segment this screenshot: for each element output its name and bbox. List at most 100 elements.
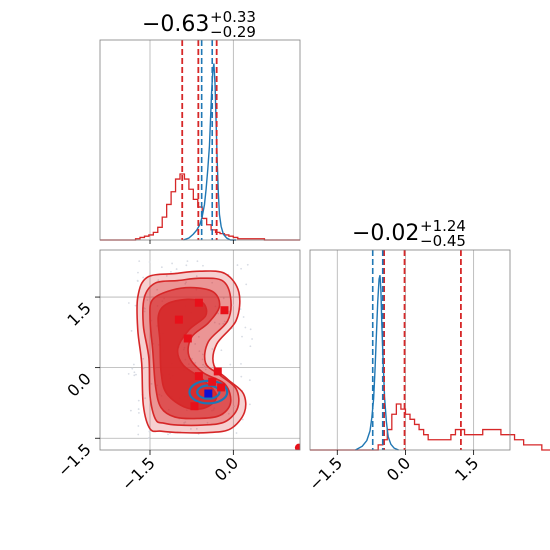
scatter-dot (194, 343, 197, 345)
param-b-title: −0.02 (352, 221, 419, 246)
scatter-dot (241, 335, 243, 338)
scatter-dot (136, 279, 139, 282)
red-sample-2 (174, 315, 183, 324)
scatter-dot (186, 260, 189, 263)
scatter-dot (143, 310, 146, 313)
param-b-xtick-label-0: −1.5 (305, 453, 346, 494)
scatter-dot (195, 427, 198, 430)
scatter-dot (197, 335, 200, 338)
scatter-dot (240, 267, 242, 270)
scatter-dot (240, 363, 242, 365)
scatter-dot (195, 275, 198, 278)
scatter-dot (175, 268, 178, 270)
scatter-dot (222, 297, 225, 300)
scatter-dot (142, 367, 145, 370)
scatter-dot (183, 421, 186, 424)
scatter-dot (127, 372, 130, 375)
param-b-frame (309, 249, 511, 451)
scatter-dot (222, 322, 225, 325)
scatter-dot (138, 412, 140, 414)
param-b-blue-density (355, 275, 399, 451)
scatter-dot (165, 275, 168, 277)
scatter-dot (131, 367, 134, 370)
scatter-dot (229, 363, 232, 366)
scatter-dot (203, 366, 206, 369)
scatter-dot (249, 345, 252, 348)
scatter-dot (185, 281, 187, 284)
scatter-dot (137, 408, 140, 410)
scatter-dot (148, 261, 151, 263)
scatter-dot (217, 312, 220, 315)
scatter-dot (242, 316, 245, 318)
param-a-median: −0.63 (142, 12, 209, 37)
scatter-dot (171, 262, 173, 265)
scatter-dot (241, 418, 244, 421)
scatter-dot (130, 329, 133, 332)
param-b-median: −0.02 (352, 221, 419, 246)
scatter-dot (191, 357, 193, 360)
scatter-dot (137, 271, 139, 274)
param-b-background (310, 250, 510, 450)
scatter-dot (211, 281, 214, 284)
param-b-xtick-label-2: 1.5 (451, 453, 482, 484)
param-b-plus: +1.24 (420, 217, 466, 235)
scatter-dot (150, 382, 153, 385)
scatter-dot (133, 371, 136, 374)
scatter-dot (132, 363, 135, 366)
scatter-dot (201, 353, 204, 356)
joint-xtick-label-0: −1.5 (118, 453, 159, 494)
scatter-dot (147, 437, 150, 439)
scatter-dot (240, 375, 243, 378)
scatter-dot (249, 328, 252, 331)
scatter-dot (244, 326, 247, 329)
scatter-dot (134, 304, 137, 307)
scatter-dot (220, 349, 223, 352)
param-a-marginal-panel (99, 39, 301, 241)
scatter-dot (137, 399, 140, 402)
scatter-dot (223, 320, 226, 323)
scatter-dot (133, 374, 136, 377)
scatter-dot (127, 302, 130, 304)
scatter-dot (196, 260, 199, 263)
scatter-dot (167, 433, 169, 436)
param-a-plus: +0.33 (210, 8, 256, 26)
scatter-dot (142, 276, 145, 279)
scatter-dot (137, 425, 140, 427)
param-a-background (100, 40, 300, 240)
scatter-dot (198, 350, 201, 353)
red-sample-5 (213, 367, 222, 376)
scatter-dot (204, 368, 207, 371)
scatter-dot (142, 357, 145, 360)
joint-ytick-label-2: 1.5 (63, 298, 94, 329)
red-sample-1 (220, 306, 229, 315)
red-sample-0 (194, 298, 203, 307)
red-sample-7 (217, 383, 226, 392)
scatter-dot (184, 282, 187, 285)
red-sample-3 (183, 334, 192, 343)
edge-sample (294, 443, 300, 450)
param-b-minus: −0.45 (420, 232, 466, 250)
red-sample-8 (190, 402, 199, 411)
scatter-dot (248, 379, 251, 382)
scatter-dot (246, 263, 249, 266)
scatter-dot (129, 409, 132, 412)
scatter-dot (235, 432, 238, 434)
scatter-dot (236, 264, 239, 266)
scatter-dot (156, 288, 159, 291)
param-b-marginal-panel (309, 249, 550, 451)
scatter-dot (185, 264, 188, 267)
scatter-dot (137, 433, 140, 436)
param-b-xtick-label-1: 0.0 (383, 453, 414, 484)
scatter-dot (144, 307, 146, 310)
scatter-dot (157, 279, 160, 282)
scatter-dot (160, 266, 163, 269)
scatter-dot (146, 299, 149, 301)
joint-ytick-label-0: −1.5 (54, 440, 95, 481)
scatter-dot (138, 260, 141, 262)
joint-frame (99, 249, 301, 451)
red-sample-6 (208, 377, 217, 386)
blue-sample (204, 389, 213, 398)
scatter-dot (202, 264, 204, 267)
scatter-dot (232, 405, 235, 408)
